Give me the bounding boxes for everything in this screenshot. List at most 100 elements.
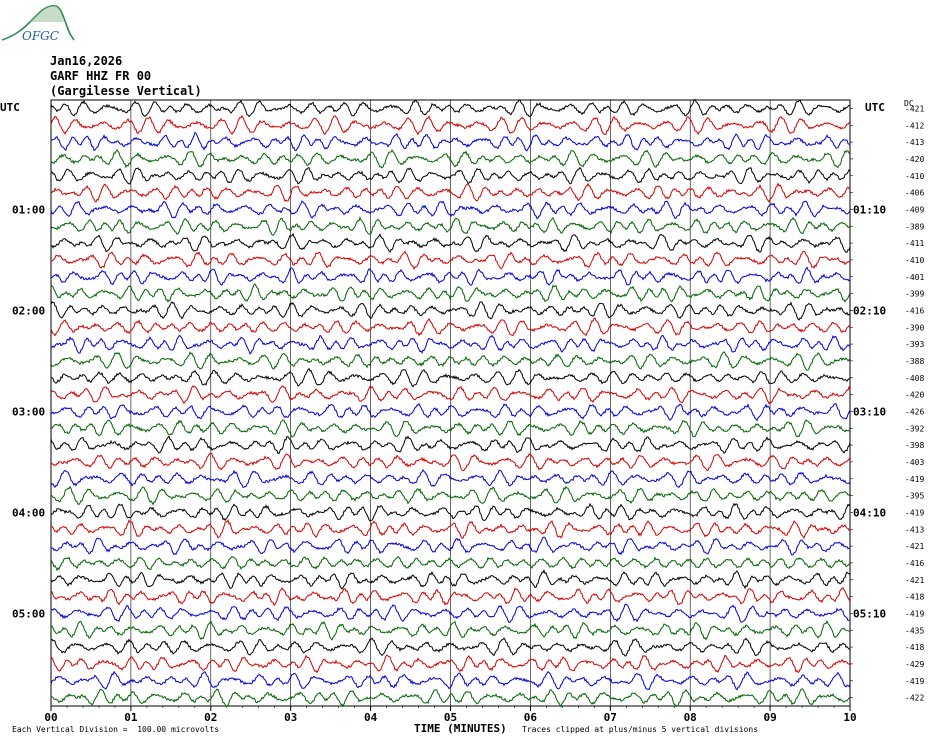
x-axis-title: TIME (MINUTES)	[414, 722, 507, 735]
dc-offset-label: -409	[905, 205, 924, 214]
seismic-trace	[51, 334, 851, 355]
utc-right-label: UTC	[865, 101, 885, 114]
x-tick-label: 04	[364, 711, 378, 724]
dc-offset-label: -421	[905, 542, 924, 551]
dc-offset-label: -416	[905, 559, 924, 568]
seismic-trace	[50, 317, 851, 337]
mountain-fill-icon	[30, 5, 64, 22]
seismic-trace	[50, 637, 851, 657]
x-tick-label: 06	[524, 711, 538, 724]
dc-offset-label: -388	[905, 357, 924, 366]
x-tick-label: 09	[763, 711, 776, 724]
dc-offset-label: -398	[905, 441, 924, 450]
left-time-label: 05:00	[12, 607, 45, 620]
dc-offset-label: -422	[905, 694, 924, 703]
header-location: (Gargilesse Vertical)	[50, 84, 202, 98]
left-time-label: 04:00	[12, 506, 45, 519]
seismic-trace	[50, 250, 851, 271]
dc-offset-label: -389	[905, 222, 924, 231]
x-tick-label: 00	[44, 711, 57, 724]
x-tick-label: 03	[284, 711, 297, 724]
dc-offset-label: -419	[905, 609, 924, 618]
seismic-trace	[50, 569, 851, 590]
seismic-trace	[50, 469, 851, 488]
seismic-trace	[50, 367, 851, 388]
dc-header-label: DC	[904, 99, 914, 108]
seismic-trace	[50, 283, 851, 303]
seismic-trace	[50, 301, 851, 321]
utc-left-label: UTC	[0, 101, 20, 114]
ofgc-logo: OFGC	[1, 4, 75, 43]
seismic-trace	[50, 182, 851, 203]
right-time-label: 04:10	[853, 506, 886, 519]
x-tick-label: 08	[684, 711, 697, 724]
seismic-trace	[50, 166, 851, 185]
dc-offset-label: -420	[905, 391, 924, 400]
dc-offset-label: -392	[905, 424, 924, 433]
right-time-label: 02:10	[853, 304, 886, 317]
dc-offset-label: -413	[905, 138, 924, 147]
left-time-label: 02:00	[12, 304, 45, 317]
seismic-trace	[50, 452, 851, 472]
seismic-trace	[50, 536, 851, 556]
dc-offset-label: -410	[905, 256, 924, 265]
seismic-trace	[51, 688, 851, 708]
division-note: Each Vertical Division = 100.00 microvol…	[12, 725, 220, 734]
label-layer: UTC UTC DC 00 01 02 03 04 05 06 07 08 09 10 -421 -41…	[0, 99, 924, 724]
x-tick-label: 05	[444, 711, 457, 724]
grid-layer	[50, 99, 853, 711]
seismic-trace	[50, 131, 851, 152]
seismic-trace	[50, 619, 851, 641]
seismic-trace	[50, 555, 851, 572]
x-tick-label: 10	[843, 711, 856, 724]
seismic-trace	[50, 670, 851, 691]
left-time-label: 03:00	[12, 405, 45, 418]
dc-offset-label: -419	[905, 475, 924, 484]
x-tick-label: 02	[204, 711, 217, 724]
seismic-trace	[50, 149, 851, 169]
dc-offset-label: -416	[905, 306, 924, 315]
seismic-trace	[50, 216, 851, 236]
right-time-label: 05:10	[853, 607, 886, 620]
logo-text: OFGC	[22, 29, 59, 43]
dc-offset-label: -408	[905, 374, 924, 383]
dc-offset-label: -413	[905, 525, 924, 534]
seismic-trace	[50, 485, 851, 506]
seismic-trace	[50, 351, 851, 371]
x-tick-label: 07	[604, 711, 617, 724]
dc-offset-label: -418	[905, 643, 924, 652]
dc-offset-label: -421	[905, 104, 924, 113]
right-time-label: 03:10	[853, 405, 886, 418]
left-time-label: 01:00	[12, 203, 45, 216]
dc-offset-label: -406	[905, 189, 924, 198]
dc-offset-label: -419	[905, 508, 924, 517]
dc-offset-label: -401	[905, 273, 924, 282]
dc-offset-label: -426	[905, 407, 924, 416]
dc-offset-label: -421	[905, 576, 924, 585]
seismic-trace	[50, 266, 851, 287]
seismic-trace	[50, 419, 851, 438]
dc-offset-label: -410	[905, 172, 924, 181]
seismic-trace	[50, 98, 851, 118]
dc-offset-label: -412	[905, 121, 924, 130]
dc-offset-label: -393	[905, 340, 924, 349]
seismic-trace	[50, 654, 851, 674]
dc-offset-label: -435	[905, 626, 924, 635]
seismic-trace	[50, 402, 851, 422]
dc-offset-label: -403	[905, 458, 924, 467]
x-tick-label: 01	[124, 711, 138, 724]
dc-offset-label: -395	[905, 492, 924, 501]
dc-offset-label: -419	[905, 677, 924, 686]
seismic-trace	[50, 502, 851, 522]
header-station: GARF HHZ FR 00	[50, 69, 152, 83]
dc-offset-label: -429	[905, 660, 924, 669]
dc-offset-label: -418	[905, 593, 924, 602]
dc-offset-label: -420	[905, 155, 924, 164]
trace-layer	[50, 98, 851, 708]
dc-offset-label: -411	[905, 239, 924, 248]
dc-offset-label: -399	[905, 290, 924, 299]
seismic-trace	[50, 232, 851, 253]
seismic-trace	[50, 114, 851, 136]
right-time-label: 01:10	[853, 203, 886, 216]
